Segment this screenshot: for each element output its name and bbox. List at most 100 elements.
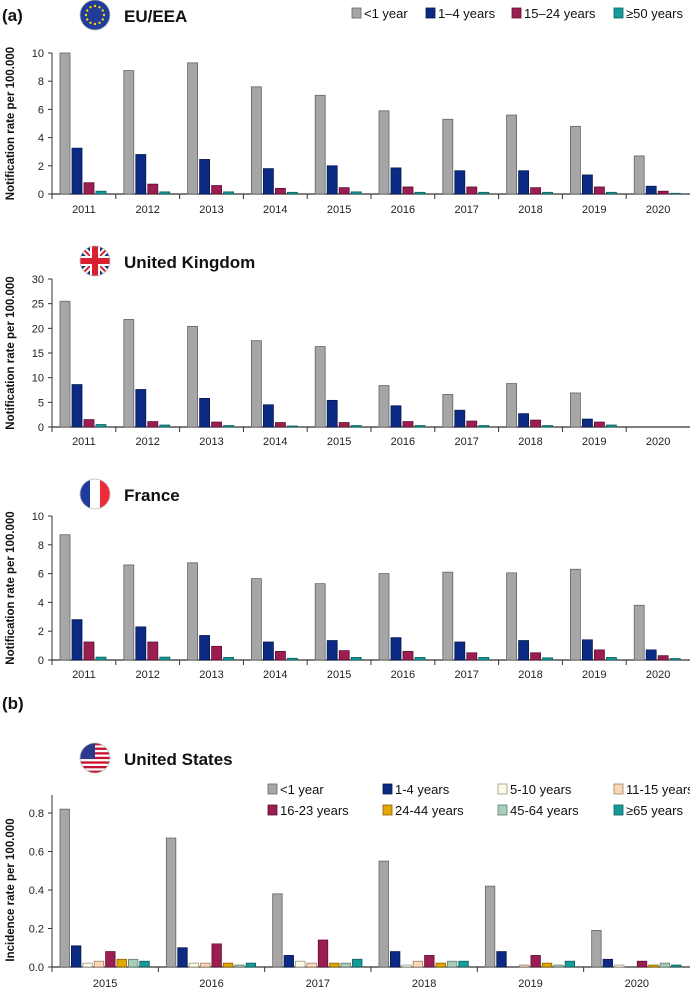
bar-1-4-years-2012 — [135, 389, 147, 428]
bar--1-year-2017 — [272, 893, 283, 968]
bar-1-4-years-2019 — [582, 418, 593, 428]
bar--1-year-2019 — [570, 392, 581, 428]
legend-swatch — [511, 7, 522, 19]
bar-15-24-years-2019 — [594, 186, 605, 195]
x-tick-label: 2011 — [72, 204, 96, 216]
bar-15-24-years-2018 — [530, 187, 541, 195]
bar-15-24-years-2017 — [466, 652, 478, 661]
bar--1-year-2018 — [506, 572, 518, 661]
bar--65-years-2019 — [564, 960, 576, 968]
legend-label: 45-64 years — [510, 803, 579, 818]
bar--65-years-2016 — [245, 962, 257, 968]
bar-1-4-years-2018 — [518, 413, 529, 428]
x-tick-label: 2017 — [454, 669, 478, 681]
bar--1-year-2013 — [187, 62, 199, 195]
legend-label: 24-44 years — [395, 803, 464, 818]
bar-15-24-years-2014 — [274, 187, 286, 195]
bar--50-years-2012 — [159, 424, 171, 428]
legend-swatch — [382, 783, 393, 795]
bar-5-10-years-2015 — [82, 962, 93, 968]
bar-15-24-years-2012 — [147, 421, 159, 428]
bar--50-years-2018 — [542, 657, 553, 661]
bar--1-year-2012 — [123, 70, 135, 195]
chart-france: France 0 2 4 6 8 10 Notification rate per 100.0… — [5, 478, 690, 681]
bar--50-years-2018 — [542, 425, 553, 428]
bar-15-24-years-2016 — [402, 186, 414, 195]
chart-title: United Kingdom — [124, 253, 255, 272]
bar-16-23-years-2016 — [211, 943, 222, 968]
legend-item: 1-4 years — [382, 782, 450, 797]
bar--1-year-2018 — [378, 860, 389, 968]
bar-1-4-years-2013 — [199, 397, 211, 428]
bar-15-24-years-2015 — [338, 422, 350, 428]
bar-1-4-years-2014 — [262, 404, 274, 428]
bar-11-15-years-2015 — [93, 960, 105, 968]
y-axis-label: Notification rate per 100.000 — [5, 47, 17, 200]
y-tick-label: 2 — [38, 626, 44, 638]
bar--1-year-2019 — [570, 125, 581, 195]
bar-16-23-years-2018 — [424, 955, 435, 968]
bar-15-24-years-2016 — [402, 650, 414, 661]
bar-15-24-years-2013 — [211, 421, 223, 428]
bar--1-year-2014 — [250, 86, 262, 195]
bar--50-years-2015 — [350, 657, 362, 661]
y-tick-label: 0 — [38, 655, 44, 667]
y-axis-label: Notification rate per 100.000 — [5, 511, 17, 664]
x-tick-label: 2016 — [199, 978, 223, 990]
bar--50-years-2017 — [478, 425, 490, 428]
y-tick-label: 10 — [32, 373, 44, 385]
bar--1-year-2016 — [165, 837, 177, 968]
y-tick-label: 8 — [38, 76, 44, 88]
x-tick-label: 2015 — [327, 204, 351, 216]
bar-15-24-years-2014 — [274, 650, 286, 661]
bar-1-4-years-2015 — [326, 640, 338, 661]
bar-15-24-years-2017 — [466, 186, 478, 195]
bar--1-year-2019 — [484, 885, 496, 968]
bar-15-24-years-2013 — [211, 645, 223, 661]
france-flag-icon — [80, 479, 110, 509]
bar--1-year-2013 — [187, 562, 199, 661]
bar--1-year-2020 — [591, 930, 602, 968]
legend-label: <1 year — [280, 782, 324, 797]
legend-item: 5-10 years — [497, 782, 572, 797]
bar--50-years-2018 — [542, 191, 553, 195]
x-tick-label: 2020 — [646, 436, 670, 448]
y-tick-label: 15 — [32, 348, 44, 360]
bar-1-4-years-2018 — [518, 640, 529, 661]
bar-15-24-years-2018 — [530, 652, 541, 661]
bar--1-year-2015 — [59, 808, 70, 968]
x-tick-label: 2015 — [327, 436, 351, 448]
bar-16-23-years-2020 — [636, 960, 648, 968]
bar--1-year-2020 — [633, 604, 645, 661]
x-tick-label: 2018 — [518, 204, 542, 216]
bar-24-44-years-2020 — [648, 964, 659, 968]
bar-15-24-years-2011 — [83, 182, 95, 195]
bar-11-15-years-2018 — [412, 960, 424, 968]
y-tick-label: 4 — [38, 597, 44, 609]
bar--50-years-2011 — [95, 190, 107, 195]
x-tick-label: 2017 — [454, 204, 478, 216]
bar-24-44-years-2018 — [435, 962, 446, 968]
bar-15-24-years-2015 — [338, 187, 350, 195]
x-tick-label: 2019 — [518, 978, 542, 990]
bar--50-years-2016 — [414, 191, 426, 195]
bar-1-4-years-2018 — [518, 170, 529, 195]
legend-swatch — [267, 804, 278, 816]
y-tick-label: 0.6 — [29, 847, 44, 859]
legend-swatch — [382, 804, 393, 816]
bar-15-24-years-2012 — [147, 641, 159, 661]
bar-15-24-years-2011 — [83, 419, 95, 428]
legend-swatch — [497, 804, 508, 816]
bar--50-years-2014 — [286, 657, 298, 661]
bar-45-64-years-2015 — [127, 958, 139, 968]
x-tick-label: 2012 — [135, 204, 159, 216]
legend-swatch — [425, 7, 436, 19]
legend-label: <1 year — [364, 6, 408, 21]
x-tick-label: 2016 — [391, 204, 415, 216]
bar--1-year-2017 — [442, 394, 454, 428]
bar-15-24-years-2020 — [657, 190, 669, 195]
bar-5-10-years-2020 — [614, 964, 625, 968]
x-tick-label: 2018 — [518, 436, 542, 448]
us-flag-icon — [80, 743, 110, 773]
